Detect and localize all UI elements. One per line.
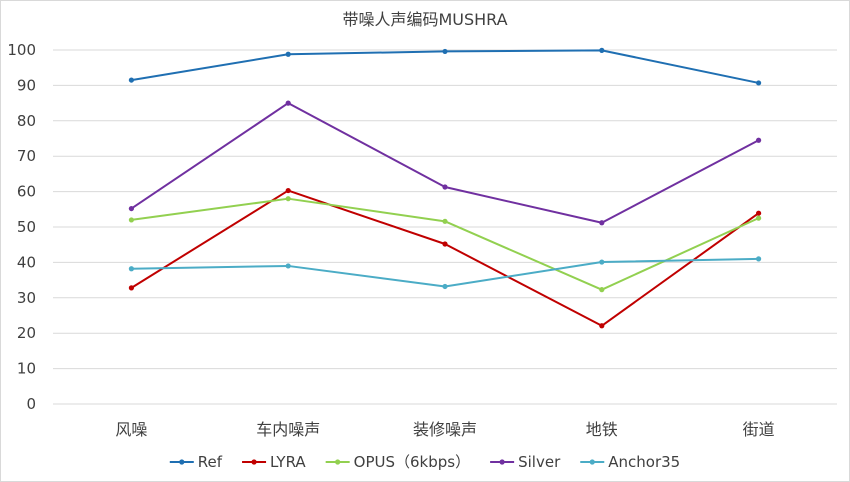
- x-category-label: 风噪: [115, 420, 147, 439]
- data-point: [442, 184, 448, 190]
- y-tick-label: 80: [17, 112, 36, 130]
- x-category-label: 装修噪声: [413, 420, 477, 439]
- data-point: [442, 48, 448, 55]
- y-tick-label: 60: [17, 183, 36, 201]
- legend-label: LYRA: [270, 453, 306, 471]
- series-lines: [128, 47, 762, 329]
- chart-title: 带噪人声编码MUSHRA: [342, 10, 507, 29]
- data-point: [756, 210, 762, 216]
- x-category-label: 地铁: [586, 420, 618, 439]
- data-point: [756, 215, 762, 221]
- data-point: [442, 218, 448, 224]
- legend-marker-dot: [251, 459, 257, 465]
- data-point: [599, 220, 605, 226]
- series-line: [131, 49, 759, 84]
- data-point: [442, 283, 448, 290]
- data-point: [128, 217, 134, 223]
- data-point: [285, 263, 291, 269]
- data-point: [756, 256, 762, 262]
- legend-marker-dot: [499, 459, 505, 465]
- data-point: [128, 285, 134, 291]
- series-line: [131, 257, 759, 288]
- data-point: [756, 80, 762, 86]
- data-point: [285, 196, 291, 202]
- y-tick-label: 100: [7, 41, 36, 59]
- x-category-label: 街道: [743, 420, 775, 439]
- legend-marker-dot: [179, 459, 185, 465]
- series-line: [130, 189, 760, 327]
- gridlines: [53, 49, 837, 405]
- legend-label: Ref: [198, 453, 223, 471]
- x-category-label: 车内噪声: [256, 420, 320, 439]
- y-tick-label: 70: [17, 147, 36, 165]
- legend-label: Anchor35: [608, 453, 680, 471]
- legend-label: OPUS（6kbps）: [354, 453, 470, 471]
- legend-marker-dot: [589, 459, 595, 465]
- data-point: [599, 287, 605, 293]
- data-point: [756, 137, 762, 143]
- data-point: [599, 323, 605, 329]
- data-point: [599, 47, 605, 53]
- legend-label: Silver: [518, 453, 561, 471]
- y-tick-label: 20: [17, 324, 36, 342]
- data-point: [128, 266, 134, 272]
- y-tick-label: 90: [17, 76, 36, 94]
- y-tick-label: 0: [26, 395, 36, 413]
- data-point: [128, 205, 134, 212]
- data-point: [128, 77, 134, 83]
- y-tick-label: 30: [17, 289, 36, 307]
- x-axis-categories: 风噪 车内噪声 装修噪声 地铁 街道: [115, 420, 774, 439]
- data-point: [285, 51, 291, 57]
- y-axis-ticks: 0 10 20 30 40 50 60 70 80 90 100: [7, 41, 36, 413]
- data-point: [285, 187, 291, 194]
- data-point: [442, 241, 448, 247]
- data-point: [599, 259, 605, 265]
- data-point: [285, 100, 291, 106]
- legend-marker-dot: [335, 459, 341, 465]
- y-tick-label: 40: [17, 253, 36, 271]
- legend: Ref LYRA OPUS（6kbps） Silver Anchor35: [169, 453, 680, 471]
- y-tick-label: 50: [17, 218, 36, 236]
- y-tick-label: 10: [17, 360, 36, 378]
